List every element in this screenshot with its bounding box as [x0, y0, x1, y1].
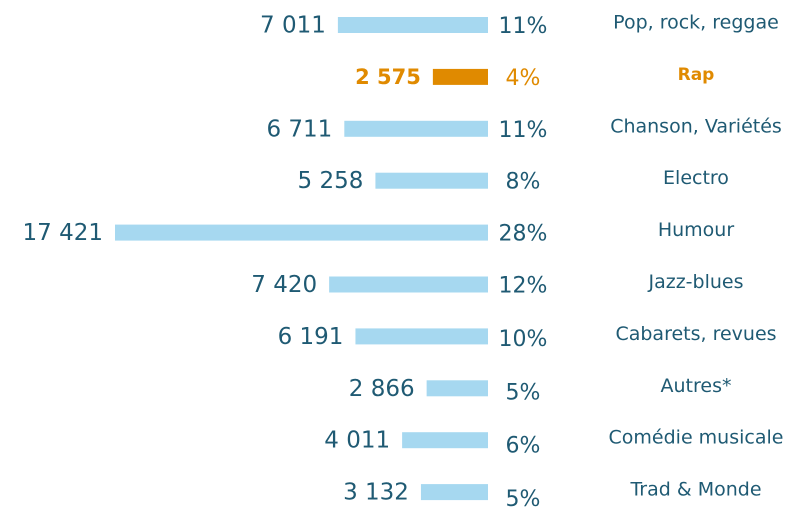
- bar: [432, 68, 488, 85]
- category-label: Chanson, Variétés: [610, 115, 782, 137]
- share-label: 28%: [499, 222, 548, 247]
- category-label: Autres*: [661, 375, 732, 397]
- value-label: 2 575: [355, 65, 421, 89]
- category-label: Jazz-blues: [647, 271, 743, 293]
- share-label: 11%: [499, 118, 548, 143]
- share-label: 10%: [499, 327, 548, 352]
- share-label: 8%: [506, 170, 541, 195]
- bar: [375, 172, 488, 189]
- bar: [426, 380, 488, 397]
- bar: [337, 17, 488, 33]
- share-label: 5%: [506, 380, 541, 405]
- value-label: 17 421: [23, 220, 103, 246]
- value-label: 3 132: [343, 480, 409, 506]
- category-label: Electro: [663, 167, 729, 189]
- category-label: Cabarets, revues: [615, 323, 776, 345]
- category-label: Pop, rock, reggae: [613, 12, 779, 34]
- value-label: 7 011: [260, 13, 326, 39]
- bar: [355, 328, 488, 345]
- value-label: 2 866: [349, 376, 415, 402]
- category-label: Comédie musicale: [609, 427, 784, 449]
- share-label: 4%: [506, 66, 541, 91]
- share-label: 11%: [499, 14, 548, 39]
- category-label: Trad & Monde: [629, 479, 761, 501]
- share-label: 5%: [506, 487, 541, 508]
- bar: [402, 432, 488, 449]
- category-label: Rap: [678, 65, 715, 85]
- share-label: 6%: [506, 434, 541, 459]
- value-label: 7 420: [251, 272, 317, 298]
- category-label: Humour: [658, 219, 735, 241]
- share-label: 12%: [499, 274, 548, 299]
- value-label: 6 711: [266, 116, 332, 142]
- bar: [115, 224, 488, 241]
- bar: [329, 276, 488, 293]
- bar: [344, 120, 488, 137]
- value-label: 5 258: [298, 168, 364, 194]
- value-label: 4 011: [324, 428, 390, 454]
- bar: [420, 484, 488, 501]
- value-label: 6 191: [278, 324, 344, 350]
